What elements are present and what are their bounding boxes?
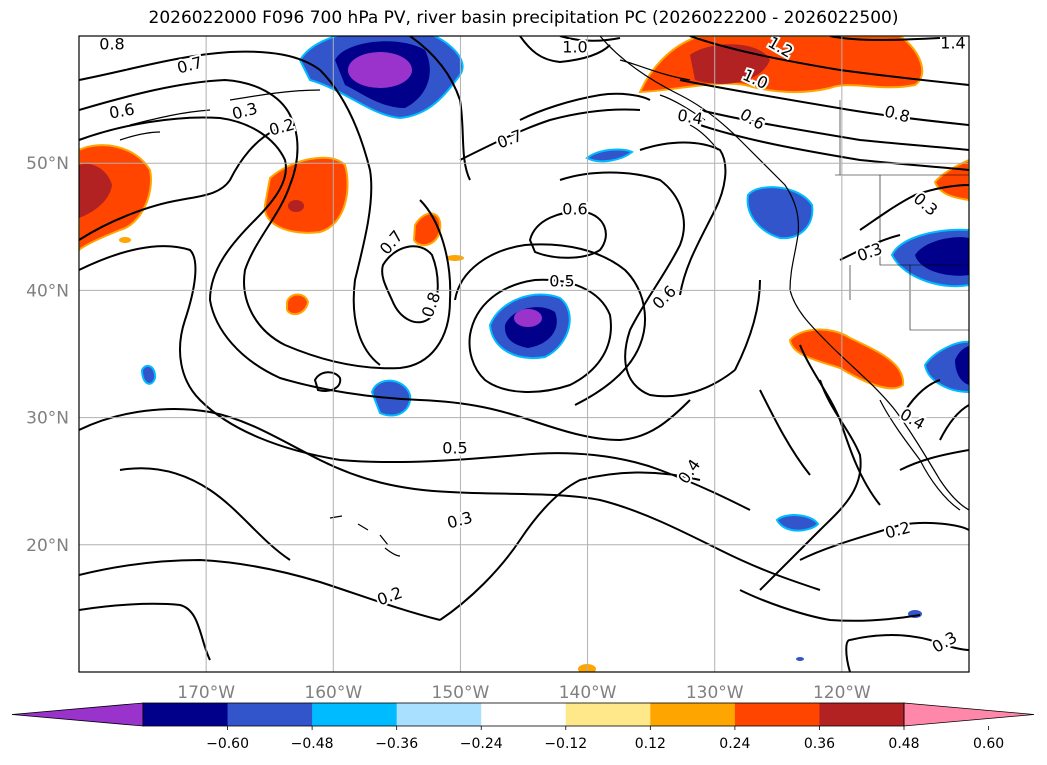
latitude-tick-labels: 20°N 30°N 40°N 50°N	[26, 154, 69, 556]
hawaii-islands	[329, 515, 401, 557]
latitude-label: 50°N	[26, 154, 69, 174]
cold-anomaly-area	[746, 186, 814, 240]
colorbar-segment	[565, 703, 651, 726]
colorbar-segment	[734, 703, 820, 726]
longitude-label: 130°W	[686, 683, 744, 703]
colorbar-segment	[650, 703, 736, 726]
cold-anomaly-area	[923, 340, 969, 394]
strong-cold-anomaly-area	[955, 346, 969, 385]
colorbar-max-extension	[903, 702, 1035, 727]
colorbar-tick-label: 0.60	[973, 736, 1004, 752]
precip-anomaly-fill	[79, 36, 969, 672]
colorbar-segment	[143, 703, 229, 726]
colorbar-tick-label: −0.48	[291, 736, 334, 752]
latitude-label: 40°N	[26, 281, 69, 301]
strongest-cold-anomaly-area	[348, 52, 412, 88]
contour-value-label: 0.5	[549, 272, 574, 291]
colorbar-tick-label: 0.24	[719, 736, 750, 752]
north-america-coastline	[599, 36, 969, 511]
colorbar-tick-label: 0.36	[804, 736, 835, 752]
longitude-label: 150°W	[432, 683, 490, 703]
colorbar-frame	[142, 702, 905, 727]
warm-anomaly-area	[412, 212, 442, 247]
colorbar-tick-label: 0.12	[635, 736, 666, 752]
map-title: 2026022000 F096 700 hPa PV, river basin …	[148, 8, 899, 28]
strong-cold-anomaly-area	[915, 237, 969, 276]
political-borders	[835, 100, 969, 331]
colorbar-tick-label: −0.24	[460, 736, 503, 752]
contour-value-label: 0.8	[99, 35, 124, 54]
colorbar: −0.60 −0.48 −0.36 −0.24 −0.12 0.12 0.24 0.36 0.4…	[11, 702, 1035, 752]
strong-warm-anomaly-area	[79, 163, 112, 218]
warm-anomaly-area	[286, 293, 310, 316]
longitude-label: 170°W	[177, 683, 235, 703]
contour-value-label: 0.6	[562, 200, 587, 219]
colorbar-tick-label: 0.48	[888, 736, 919, 752]
longitude-label: 160°W	[304, 683, 362, 703]
longitude-label: 140°W	[559, 683, 617, 703]
colorbar-tick-label: −0.12	[544, 736, 587, 752]
pv-contours	[79, 36, 969, 672]
longitude-label: 120°W	[813, 683, 871, 703]
strong-warm-anomaly-area	[288, 200, 304, 212]
colorbar-tick-label: −0.60	[206, 736, 249, 752]
gridlines	[79, 36, 969, 672]
colorbar-segment	[819, 703, 905, 726]
latitude-label: 30°N	[26, 409, 69, 429]
contour-value-label: 1.4	[940, 34, 965, 53]
cold-anomaly-area	[140, 364, 157, 385]
colorbar-segment	[227, 703, 313, 726]
contour-value-label: 1.0	[562, 38, 587, 57]
latitude-label: 20°N	[26, 536, 69, 556]
strongest-cold-anomaly-area	[514, 309, 542, 327]
colorbar-segment	[396, 703, 482, 726]
warm-anomaly-area	[119, 237, 131, 243]
longitude-tick-labels: 170°W 160°W 150°W 140°W 130°W 120°W	[177, 683, 871, 703]
cold-anomaly-area	[796, 657, 804, 661]
warm-anomaly-area	[578, 664, 596, 672]
warm-anomaly-area	[446, 255, 464, 261]
colorbar-segment	[481, 703, 567, 726]
cold-anomaly-area	[585, 148, 634, 163]
strong-warm-anomaly-area	[690, 44, 770, 84]
plot-frame	[78, 35, 970, 673]
warm-anomaly-area	[788, 328, 905, 390]
colorbar-min-extension	[11, 702, 144, 727]
cold-anomaly-area	[775, 514, 820, 532]
colorbar-segment	[312, 703, 398, 726]
contour-value-label: 0.5	[442, 439, 467, 458]
colorbar-tick-label: −0.36	[375, 736, 418, 752]
